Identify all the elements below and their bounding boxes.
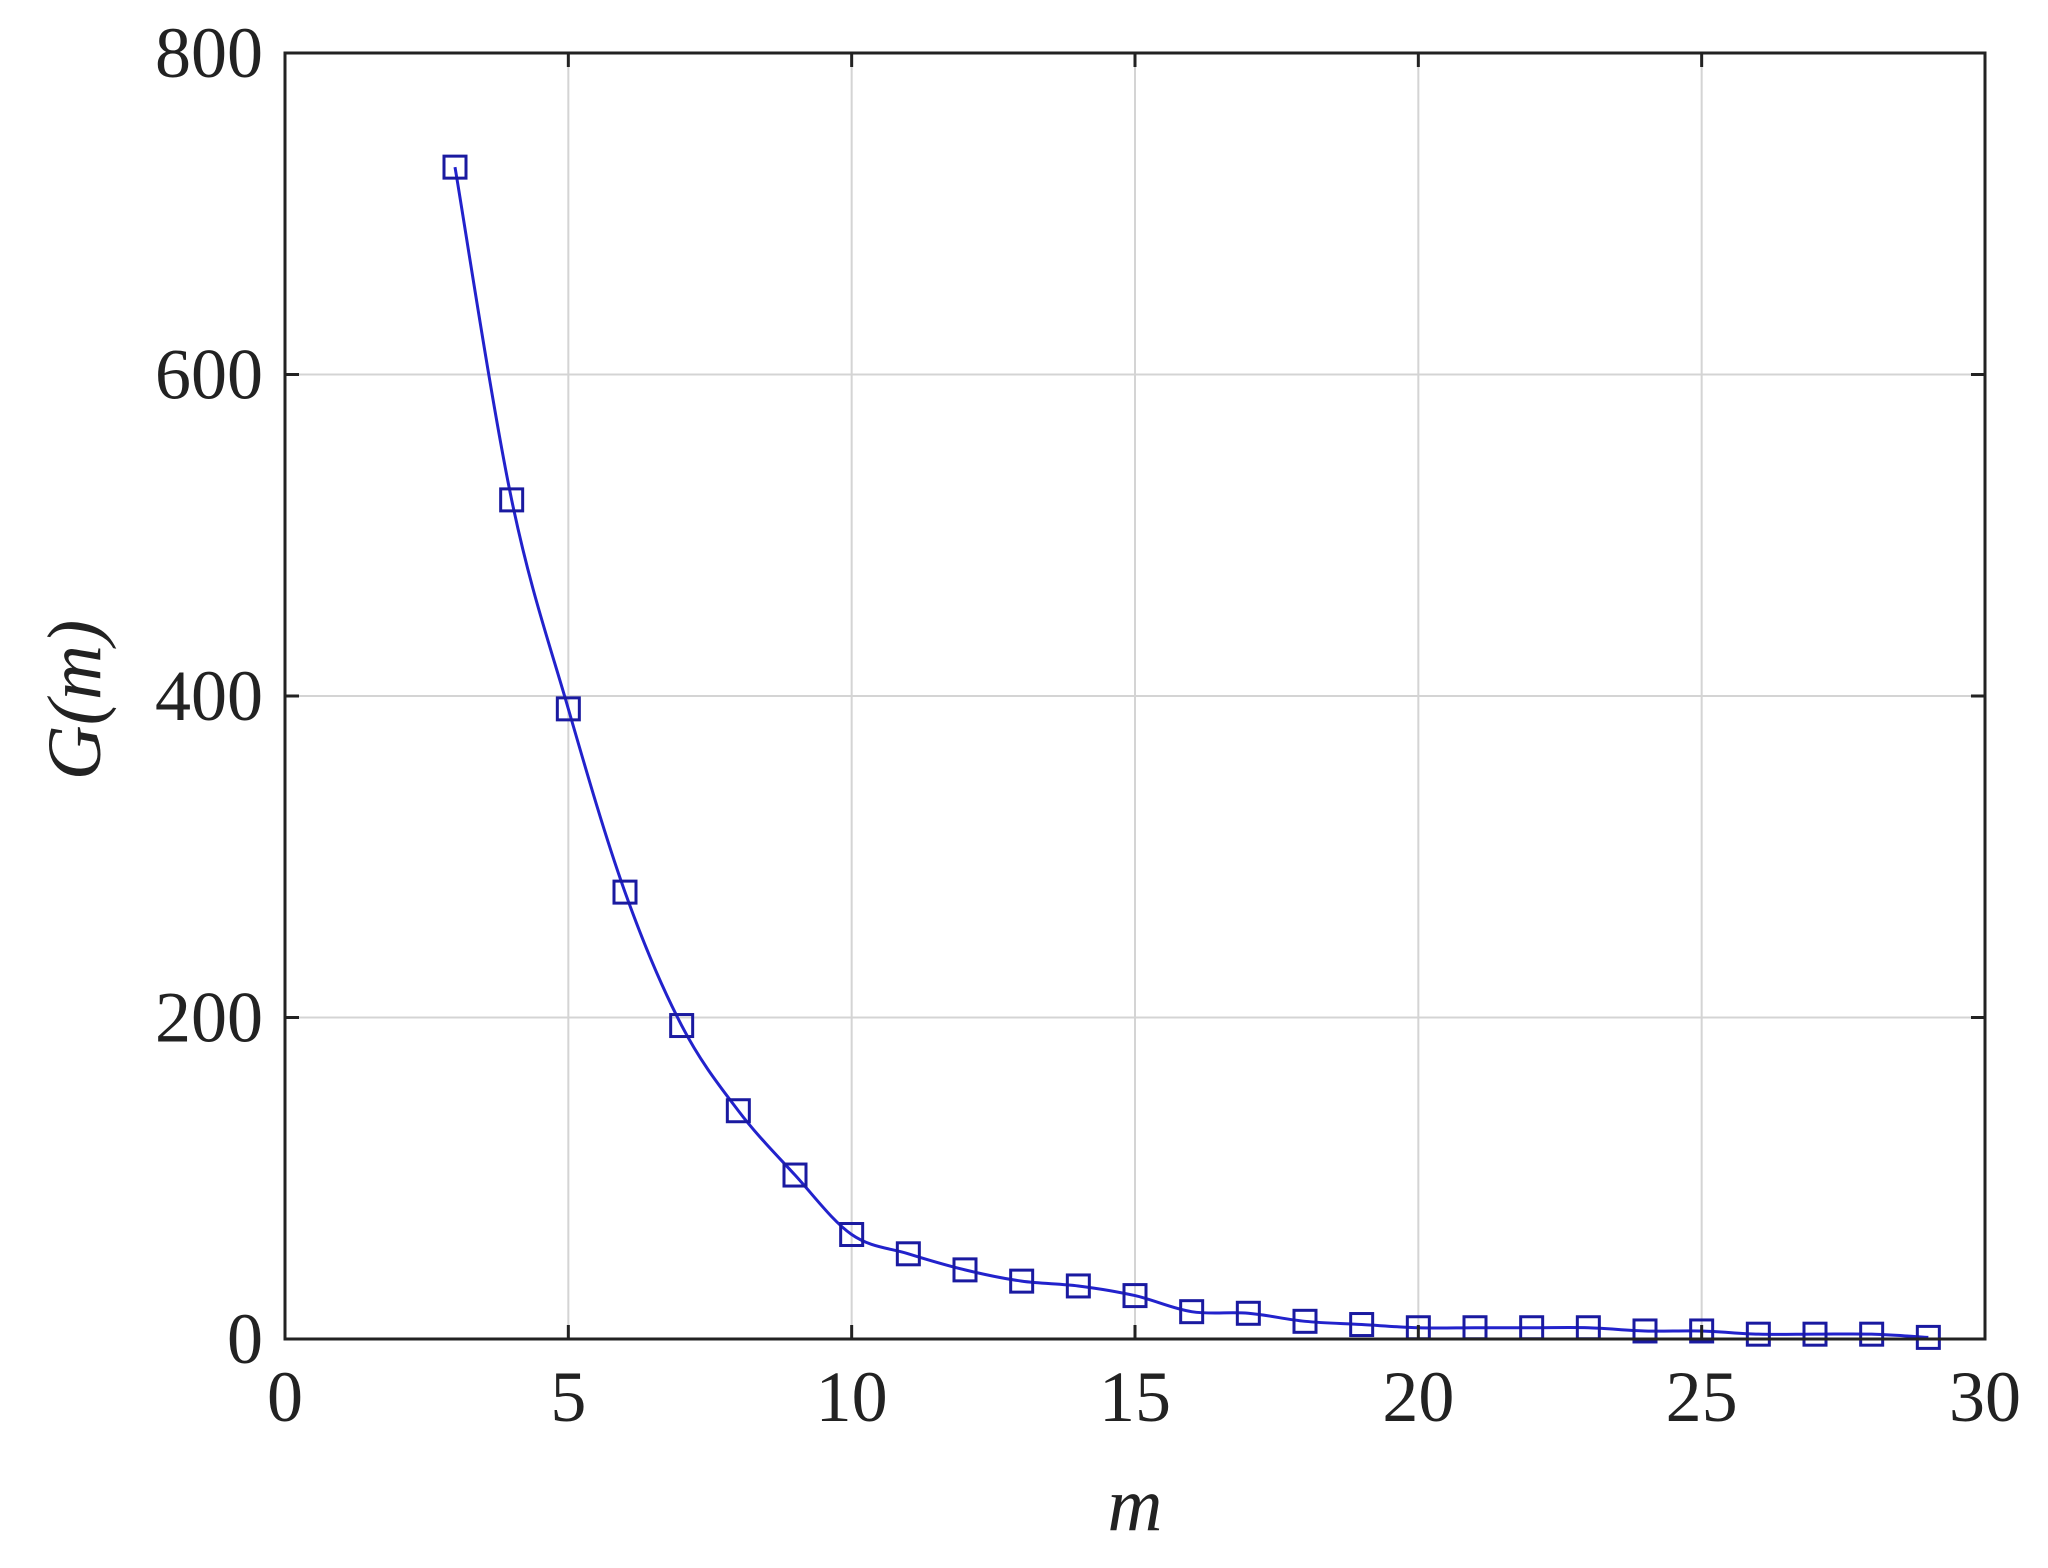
axis-ticks: 0 5 10 15 20 25 30 0 200 400 600 800 xyxy=(155,13,2021,1437)
data-point-marker xyxy=(1745,1321,1771,1347)
data-point-marker xyxy=(1915,1324,1941,1350)
x-tick-label: 20 xyxy=(1382,1357,1454,1437)
data-point-marker xyxy=(669,1013,695,1039)
data-point-marker xyxy=(895,1241,921,1267)
x-tick-label: 5 xyxy=(550,1357,586,1437)
x-tick-label: 15 xyxy=(1099,1357,1171,1437)
data-point-marker xyxy=(1349,1312,1375,1338)
series-g-m xyxy=(442,154,1941,1350)
y-tick-label: 400 xyxy=(155,656,263,736)
data-point-marker xyxy=(1235,1300,1261,1326)
data-point-marker xyxy=(499,487,525,513)
data-point-marker xyxy=(1859,1321,1885,1347)
x-tick-label: 10 xyxy=(816,1357,888,1437)
data-point-marker xyxy=(839,1222,865,1248)
x-tick-label: 30 xyxy=(1949,1357,2021,1437)
grid-lines xyxy=(285,53,1985,1339)
data-point-marker xyxy=(1122,1283,1148,1309)
data-point-marker xyxy=(782,1162,808,1188)
x-tick-label: 25 xyxy=(1666,1357,1738,1437)
series-line xyxy=(453,166,1929,1339)
data-point-marker xyxy=(1802,1321,1828,1347)
data-point-marker xyxy=(1009,1268,1035,1294)
data-point-marker xyxy=(555,696,581,722)
data-point-marker xyxy=(1179,1299,1205,1325)
x-tick-label: 0 xyxy=(267,1357,303,1437)
data-point-marker xyxy=(1292,1308,1318,1334)
data-point-marker xyxy=(612,879,638,905)
data-point-marker xyxy=(1689,1318,1715,1344)
data-point-marker xyxy=(442,154,468,180)
y-tick-label: 800 xyxy=(155,13,263,93)
x-axis-label: m xyxy=(1108,1463,1163,1547)
y-axis-label: G(m) xyxy=(33,620,117,780)
data-point-marker xyxy=(952,1257,978,1283)
y-tick-label: 0 xyxy=(227,1299,263,1379)
data-point-marker xyxy=(1065,1273,1091,1299)
y-tick-label: 200 xyxy=(155,978,263,1058)
y-tick-label: 600 xyxy=(155,335,263,415)
data-point-marker xyxy=(725,1098,751,1124)
data-point-marker xyxy=(1632,1318,1658,1344)
